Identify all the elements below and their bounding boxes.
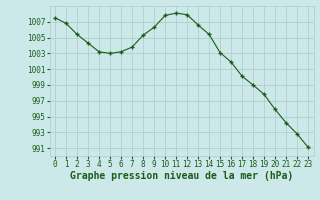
- X-axis label: Graphe pression niveau de la mer (hPa): Graphe pression niveau de la mer (hPa): [70, 171, 293, 181]
